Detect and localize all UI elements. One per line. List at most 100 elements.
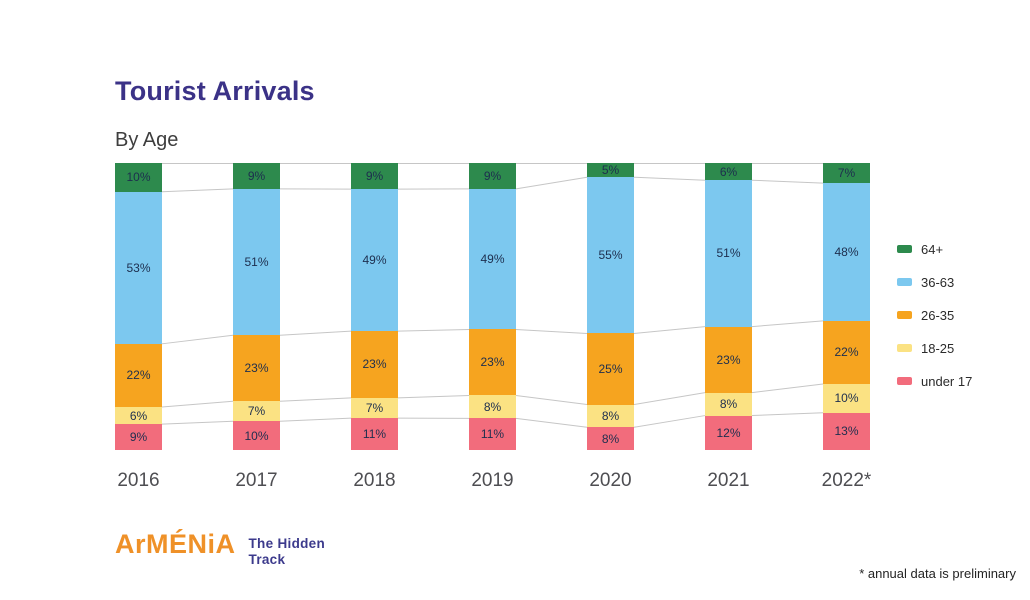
bar-segment-under-17: 9%	[115, 424, 162, 450]
bar-column-2017: 9% 51% 23% 7% 10%	[233, 163, 280, 450]
connector-line	[515, 176, 588, 190]
connector-line	[515, 417, 588, 428]
segment-value-label: 51%	[716, 246, 741, 261]
logo-wordmark: ArMÉNiA	[115, 529, 236, 559]
segment-value-label: 25%	[598, 362, 623, 376]
connector-line	[515, 328, 588, 334]
logo-tagline-line2: Track	[248, 552, 286, 567]
bar-segment-18-25: 10%	[823, 383, 870, 413]
bar-segment-under-17: 11%	[469, 418, 516, 450]
segment-value-label: 7%	[365, 400, 384, 415]
bar-column-2020: 5% 55% 25% 8% 8%	[587, 163, 634, 450]
bar-column-2022: 7% 48% 22% 10% 13%	[823, 163, 870, 450]
segment-value-label: 10%	[244, 428, 269, 443]
segment-value-label: 23%	[362, 357, 387, 372]
bar-segment-26-35: 23%	[351, 331, 398, 398]
x-axis-label-2022: 2022*	[821, 470, 872, 491]
legend-swatch-icon	[897, 278, 912, 286]
segment-value-label: 23%	[480, 355, 505, 370]
legend-label: 36-63	[921, 274, 955, 290]
bar-segment-36-63: 51%	[705, 180, 752, 327]
legend-label: 64+	[921, 241, 944, 257]
connector-line	[633, 326, 706, 334]
segment-value-label: 23%	[716, 352, 741, 367]
legend-item-64: 64+	[897, 242, 972, 256]
segment-value-label: 9%	[483, 168, 502, 183]
page-title: Tourist Arrivals	[115, 76, 315, 106]
segment-value-label: 48%	[834, 244, 859, 259]
bar-segment-26-35: 25%	[587, 333, 634, 405]
bar-segment-36-63: 51%	[233, 188, 280, 336]
connector-lines	[161, 163, 824, 428]
bar-segment-64: 9%	[351, 163, 398, 190]
armenia-logo: ArMÉNiA The Hidden Track	[115, 531, 325, 568]
segment-value-label: 8%	[719, 397, 738, 412]
bar-segment-18-25: 8%	[469, 395, 516, 419]
connector-line	[633, 392, 706, 406]
logo-tagline-line1: The Hidden	[248, 536, 326, 551]
stacked-bar-chart: 10% 53% 22% 6% 9% 9% 51% 23% 7% 10% 9% 49% 23% 7% 11% 9…	[0, 163, 1030, 450]
segment-value-label: 7%	[837, 166, 856, 181]
connector-line	[751, 179, 824, 184]
bar-column-2021: 6% 51% 23% 8% 12%	[705, 163, 752, 450]
segment-value-label: 51%	[244, 255, 269, 269]
legend-label: 26-35	[921, 307, 955, 323]
legend-item-26-35: 26-35	[897, 308, 972, 322]
connector-line	[751, 412, 824, 417]
connector-line	[633, 176, 706, 181]
legend-swatch-icon	[897, 311, 912, 319]
x-axis-label-2020: 2020	[589, 470, 632, 491]
bar-segment-64: 5%	[587, 163, 634, 178]
bar-segment-under-17: 13%	[823, 412, 870, 450]
bar-segment-26-35: 23%	[705, 326, 752, 393]
connector-line	[751, 320, 824, 328]
segment-value-label: 5%	[601, 163, 620, 178]
bar-segment-64: 9%	[233, 163, 280, 189]
bar-segment-26-35: 23%	[233, 335, 280, 402]
connector-line	[279, 417, 352, 422]
bar-segment-under-17: 12%	[705, 415, 752, 450]
connector-line	[397, 328, 470, 332]
segment-value-label: 22%	[126, 368, 151, 383]
bar-segment-18-25: 7%	[351, 397, 398, 419]
segment-value-label: 10%	[126, 170, 151, 185]
connector-line	[397, 394, 470, 399]
bar-segment-36-63: 53%	[115, 191, 162, 344]
bar-segment-under-17: 11%	[351, 418, 398, 450]
connector-line	[515, 394, 588, 406]
bar-segment-36-63: 49%	[351, 189, 398, 332]
bar-segment-36-63: 48%	[823, 183, 870, 321]
bar-segment-18-25: 8%	[705, 392, 752, 416]
bar-segment-64: 6%	[705, 163, 752, 181]
segment-value-label: 8%	[483, 399, 502, 414]
bar-segment-64: 9%	[469, 163, 516, 189]
segment-value-label: 6%	[719, 164, 738, 179]
legend-swatch-icon	[897, 377, 912, 385]
bar-segment-18-25: 8%	[587, 404, 634, 428]
footnote: * annual data is preliminary	[859, 566, 1016, 581]
segment-value-label: 9%	[129, 430, 148, 445]
legend-swatch-icon	[897, 245, 912, 253]
segment-value-label: 11%	[362, 427, 387, 442]
connector-line	[161, 420, 234, 425]
segment-value-label: 55%	[598, 248, 623, 263]
segment-value-label: 53%	[126, 260, 151, 275]
segment-value-label: 12%	[716, 425, 741, 440]
connector-line	[279, 397, 352, 402]
bar-segment-26-35: 22%	[823, 320, 870, 384]
segment-value-label: 22%	[834, 345, 859, 360]
segment-value-label: 8%	[601, 431, 620, 446]
chart-legend: 64+ 36-63 26-35 18-25 under 17	[897, 242, 972, 388]
x-axis-label-2018: 2018	[353, 470, 396, 491]
legend-item-18-25: 18-25	[897, 341, 972, 355]
segment-value-label: 10%	[834, 391, 859, 406]
segment-value-label: 23%	[244, 361, 269, 376]
bar-segment-36-63: 55%	[587, 177, 634, 334]
segment-value-label: 9%	[247, 168, 266, 183]
connector-line	[279, 330, 352, 336]
connector-line	[751, 383, 824, 394]
bar-segment-under-17: 10%	[233, 421, 280, 450]
x-axis-label-2021: 2021	[707, 470, 750, 491]
bar-segment-18-25: 7%	[233, 401, 280, 422]
legend-item-36-63: 36-63	[897, 275, 972, 289]
